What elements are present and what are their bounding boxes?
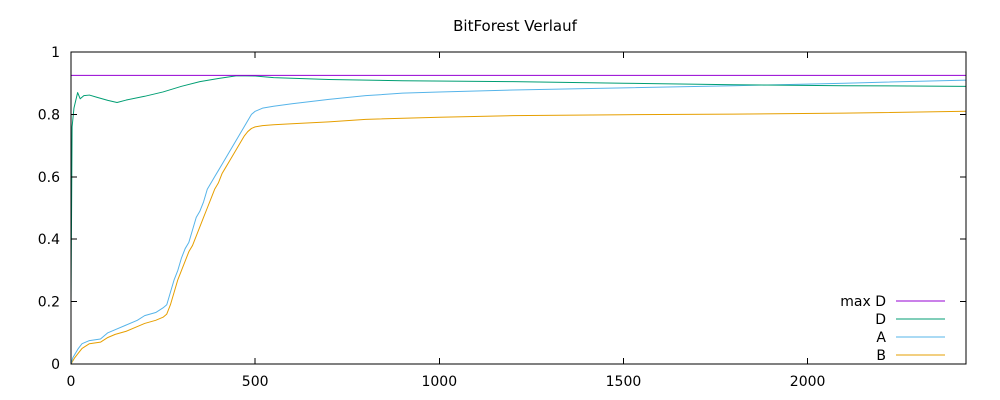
series-line-d: [70, 75, 967, 303]
series-line-b: [70, 110, 967, 365]
y-tick-label: 0: [51, 357, 60, 373]
tick-layer: 0 500 1000 1500 2000 0 0.2 0.4 0.6 0.8 1: [38, 45, 966, 390]
legend-label-a: A: [876, 330, 886, 346]
legend-label-b: B: [876, 348, 886, 364]
legend-label-d: D: [875, 312, 886, 328]
legend-label-max-d: max D: [840, 294, 886, 310]
series-layer: [70, 74, 967, 365]
x-tick-label: 1500: [606, 374, 642, 390]
legend: max D DAB: [840, 294, 945, 364]
series-line-a: [70, 79, 967, 365]
x-tick-label: 500: [242, 374, 269, 390]
y-tick-label: 0.4: [38, 232, 60, 248]
y-tick-label: 0.2: [38, 295, 60, 311]
y-tick-label: 0.6: [38, 170, 60, 186]
chart-title: BitForest Verlauf: [453, 17, 577, 35]
y-tick-label: 1: [51, 45, 60, 61]
x-tick-label: 0: [67, 374, 76, 390]
x-tick-label: 2000: [790, 374, 826, 390]
x-tick-label: 1000: [421, 374, 457, 390]
y-tick-label: 0.8: [38, 107, 60, 123]
plot-frame: [70, 51, 967, 365]
